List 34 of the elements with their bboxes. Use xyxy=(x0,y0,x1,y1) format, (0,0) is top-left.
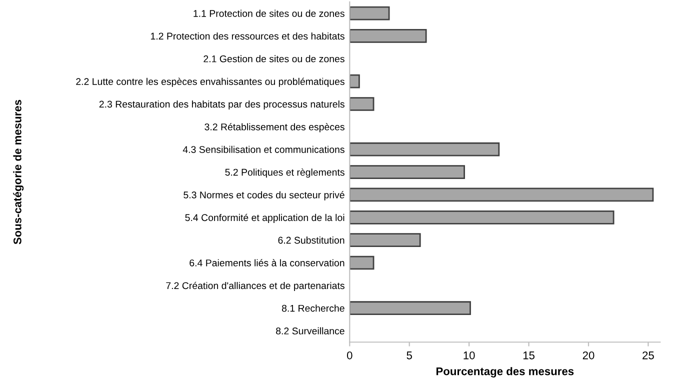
y-tick-label: 6.2 Substitution xyxy=(278,236,344,244)
x-tick-label: 20 xyxy=(582,351,594,360)
bar xyxy=(350,233,421,248)
y-tick-label: 1.2 Protection des ressources et des habitats xyxy=(150,32,344,40)
bar xyxy=(350,29,427,43)
y-tick-label: 5.2 Politiques et règlements xyxy=(225,168,344,178)
bar xyxy=(350,301,471,316)
bar xyxy=(350,210,614,224)
x-tick-label: 15 xyxy=(523,352,534,360)
bar xyxy=(350,256,374,270)
y-tick-label: 5.4 Conformité et application de la loi xyxy=(185,214,344,223)
y-tick-label: 6.4 Paiements liés à la conservation xyxy=(190,259,344,266)
bar xyxy=(350,74,360,88)
bar xyxy=(350,188,654,202)
x-axis-title: Pourcentage des mesures xyxy=(436,367,574,378)
bar xyxy=(350,165,465,179)
y-tick-label: 2.2 Lutte contre les espèces envahissantes ou problématiques xyxy=(76,78,344,87)
y-axis-title: Sous-catégorie de mesures xyxy=(13,100,24,244)
x-tick-label: 25 xyxy=(642,351,654,360)
y-tick-label: 4.3 Sensibilisation et communications xyxy=(182,146,344,153)
x-tick-label: 0 xyxy=(346,351,352,360)
bar xyxy=(350,142,500,156)
x-tick-label: 10 xyxy=(464,351,475,360)
y-tick-label: 2.3 Restauration des habitats par des processus naturels xyxy=(99,100,344,110)
y-tick-label: 2.1 Gestion de sites ou de zones xyxy=(204,55,344,62)
x-tick-label: 5 xyxy=(406,352,412,360)
y-tick-label: 1.1 Protection de sites ou de zones xyxy=(194,10,344,17)
y-tick-label: 8.2 Surveillance xyxy=(276,327,344,334)
bar xyxy=(350,6,390,20)
y-tick-label: 7.2 Création d'alliances et de partenariats xyxy=(166,282,344,292)
y-tick-label: 3.2 Rétablissement des espèces xyxy=(204,123,344,132)
y-tick-label: 8.1 Recherche xyxy=(282,304,344,312)
y-tick-label: 5.3 Normes et codes du secteur privé xyxy=(184,191,344,200)
bar xyxy=(350,97,374,111)
